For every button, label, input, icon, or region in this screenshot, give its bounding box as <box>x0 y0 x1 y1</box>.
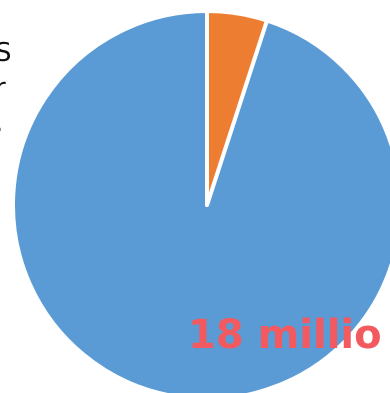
cropped-side-text-line: . <box>0 106 35 141</box>
cropped-side-text: S r . <box>0 36 35 141</box>
pie-slice-2 <box>205 9 269 207</box>
annotation-label: 18 millio <box>188 312 382 358</box>
cropped-side-text-line: S <box>0 38 12 68</box>
cropped-side-text-line: r <box>0 73 6 103</box>
